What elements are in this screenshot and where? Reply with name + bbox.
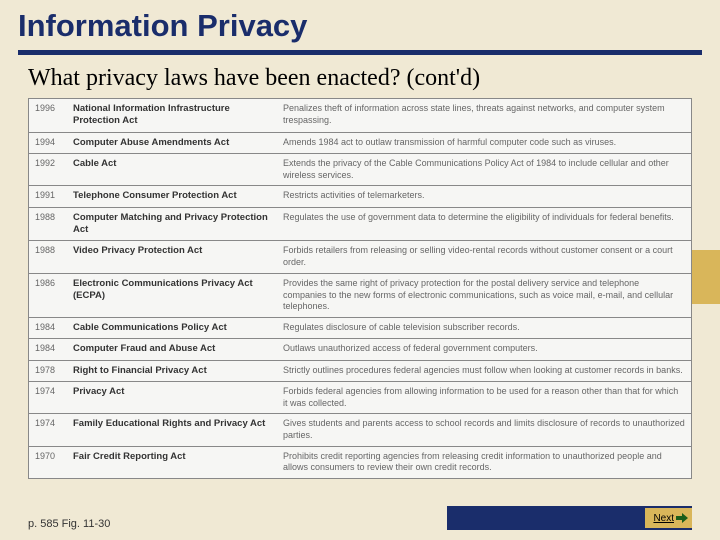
row-law: Fair Credit Reporting Act [67, 446, 277, 478]
row-year: 1974 [29, 414, 67, 446]
row-law: Family Educational Rights and Privacy Ac… [67, 414, 277, 446]
row-law: Cable Communications Policy Act [67, 317, 277, 338]
laws-table: 1996National Information Infrastructure … [29, 99, 691, 478]
table-row: 1970Fair Credit Reporting ActProhibits c… [29, 446, 691, 478]
row-law: Video Privacy Protection Act [67, 241, 277, 273]
row-year: 1988 [29, 207, 67, 241]
row-law: Telephone Consumer Protection Act [67, 186, 277, 207]
laws-table-wrap: 1996National Information Infrastructure … [28, 98, 692, 479]
row-description: Restricts activities of telemarketers. [277, 186, 691, 207]
table-row: 1984Computer Fraud and Abuse ActOutlaws … [29, 339, 691, 360]
row-description: Gives students and parents access to sch… [277, 414, 691, 446]
table-row: 1984Cable Communications Policy ActRegul… [29, 317, 691, 338]
table-row: 1974Privacy ActForbids federal agencies … [29, 381, 691, 413]
row-year: 1978 [29, 360, 67, 381]
row-year: 1986 [29, 273, 67, 317]
row-description: Forbids federal agencies from allowing i… [277, 381, 691, 413]
table-row: 1996National Information Infrastructure … [29, 99, 691, 132]
row-law: Cable Act [67, 154, 277, 186]
row-description: Extends the privacy of the Cable Communi… [277, 154, 691, 186]
next-button[interactable]: Next [645, 508, 692, 528]
row-year: 1970 [29, 446, 67, 478]
row-description: Amends 1984 act to outlaw transmission o… [277, 132, 691, 153]
row-year: 1991 [29, 186, 67, 207]
row-law: Right to Financial Privacy Act [67, 360, 277, 381]
arrow-right-icon [676, 513, 688, 523]
row-description: Strictly outlines procedures federal age… [277, 360, 691, 381]
row-law: Privacy Act [67, 381, 277, 413]
table-row: 1988Video Privacy Protection ActForbids … [29, 241, 691, 273]
footer-bar: Next [447, 506, 692, 530]
next-label: Next [653, 513, 674, 524]
table-row: 1988Computer Matching and Privacy Protec… [29, 207, 691, 241]
row-year: 1988 [29, 241, 67, 273]
table-row: 1992Cable ActExtends the privacy of the … [29, 154, 691, 186]
row-year: 1984 [29, 317, 67, 338]
table-row: 1974Family Educational Rights and Privac… [29, 414, 691, 446]
row-year: 1984 [29, 339, 67, 360]
row-law: Electronic Communications Privacy Act (E… [67, 273, 277, 317]
row-description: Outlaws unauthorized access of federal g… [277, 339, 691, 360]
row-year: 1996 [29, 99, 67, 132]
row-description: Regulates disclosure of cable television… [277, 317, 691, 338]
table-row: 1978Right to Financial Privacy ActStrict… [29, 360, 691, 381]
row-description: Prohibits credit reporting agencies from… [277, 446, 691, 478]
row-law: Computer Abuse Amendments Act [67, 132, 277, 153]
table-row: 1994Computer Abuse Amendments ActAmends … [29, 132, 691, 153]
row-year: 1992 [29, 154, 67, 186]
row-year: 1974 [29, 381, 67, 413]
row-description: Forbids retailers from releasing or sell… [277, 241, 691, 273]
page-reference: p. 585 Fig. 11-30 [28, 518, 110, 530]
page-title: Information Privacy [0, 0, 720, 50]
title-underline [18, 50, 702, 55]
row-description: Provides the same right of privacy prote… [277, 273, 691, 317]
row-law: National Information Infrastructure Prot… [67, 99, 277, 132]
row-law: Computer Fraud and Abuse Act [67, 339, 277, 360]
row-law: Computer Matching and Privacy Protection… [67, 207, 277, 241]
row-year: 1994 [29, 132, 67, 153]
row-description: Penalizes theft of information across st… [277, 99, 691, 132]
table-row: 1986Electronic Communications Privacy Ac… [29, 273, 691, 317]
row-description: Regulates the use of government data to … [277, 207, 691, 241]
table-row: 1991Telephone Consumer Protection ActRes… [29, 186, 691, 207]
page-subtitle: What privacy laws have been enacted? (co… [0, 65, 720, 98]
